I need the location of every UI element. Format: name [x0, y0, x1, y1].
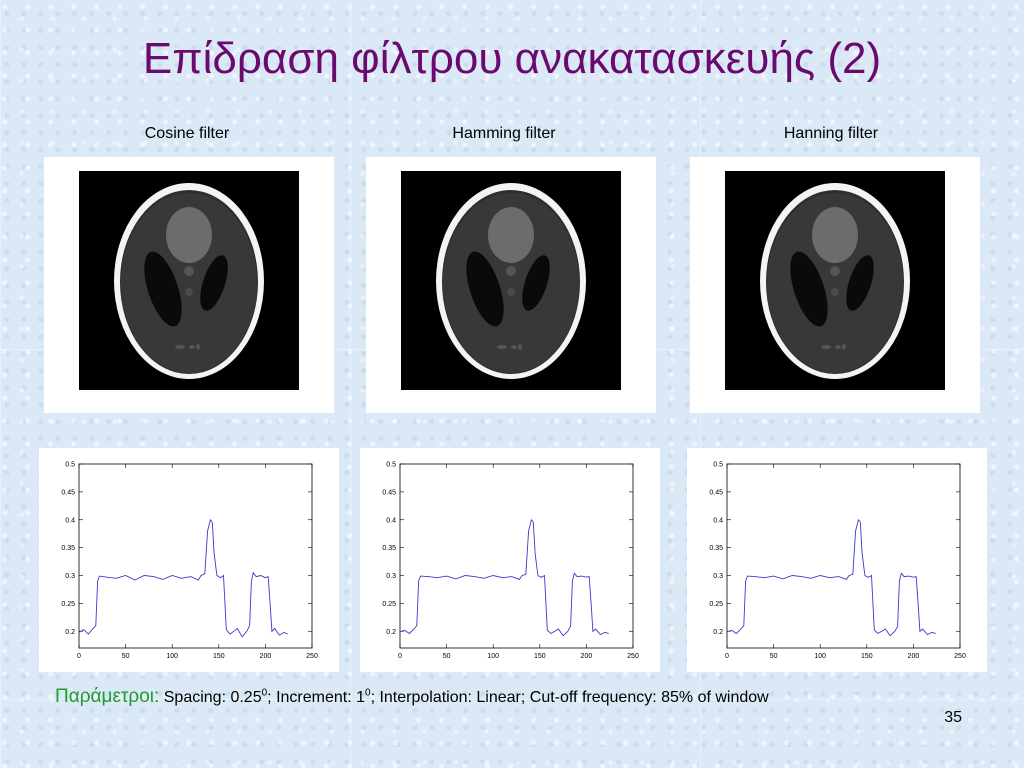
y-tick-label: 0.2: [65, 629, 75, 636]
parameter-increment-unit: 0: [365, 687, 371, 699]
y-tick-label: 0.5: [65, 462, 75, 469]
y-tick-label: 0.35: [61, 545, 75, 552]
x-tick-label: 50: [770, 653, 778, 660]
y-tick-label: 0.5: [386, 462, 396, 469]
parameter-spacing: Spacing: 0.25: [163, 689, 262, 706]
profile-plot-panel-hamming: 0.2 0.25 0.3 0.35 0.4 0.45 0.5 0 50 100 150 200 250: [360, 448, 660, 672]
y-tick-label: 0.25: [61, 601, 75, 608]
y-tick-label: 0.35: [709, 545, 723, 552]
x-tick-label: 250: [627, 653, 639, 660]
parameters-line: Παράμετροι: Spacing: 0.250; Increment: 1…: [55, 686, 769, 708]
plot-frame: [726, 463, 961, 649]
profile-plot-hamming: 0.2 0.25 0.3 0.35 0.4 0.45 0.5 0 50 100 150 200 250: [382, 462, 639, 661]
parameter-rest: ; Interpolation: Linear; Cut-off frequen…: [370, 689, 769, 706]
parameter-increment: ; Increment: 1: [267, 689, 365, 706]
y-tick-label: 0.45: [61, 489, 75, 496]
y-tick-label: 0.45: [382, 489, 396, 496]
x-tick-label: 200: [908, 653, 920, 660]
y-tick-label: 0.25: [382, 601, 396, 608]
profile-plot-cosine: 0.2 0.25 0.3 0.35 0.4 0.45 0.5 0 50 100 150 200 250: [61, 462, 318, 661]
x-tick-label: 0: [77, 653, 81, 660]
phantom-reconstruction-hanning: [725, 171, 945, 390]
phantom-reconstruction-cosine: [79, 171, 299, 390]
x-tick-label: 0: [725, 653, 729, 660]
y-tick-label: 0.3: [65, 573, 75, 580]
phantom-image-cosine: [44, 157, 334, 413]
y-tick-label: 0.2: [386, 629, 396, 636]
phantom-reconstruction-hamming: [401, 171, 621, 390]
profile-line: [399, 518, 609, 637]
slide-number: 35: [944, 709, 962, 726]
x-tick-label: 100: [487, 653, 499, 660]
y-tick-label: 0.2: [713, 629, 723, 636]
x-tick-label: 250: [306, 653, 318, 660]
x-tick-label: 200: [260, 653, 272, 660]
profile-plot-panel-hanning: 0.2 0.25 0.3 0.35 0.4 0.45 0.5 0 50 100 150 200 250: [687, 448, 987, 672]
x-tick-label: 150: [534, 653, 546, 660]
column-label-hamming: Hamming filter: [452, 125, 556, 142]
y-tick-label: 0.3: [386, 573, 396, 580]
x-tick-label: 200: [581, 653, 593, 660]
phantom-image-hanning: [690, 157, 980, 413]
x-tick-label: 150: [861, 653, 873, 660]
y-tick-label: 0.4: [713, 517, 723, 524]
phantom-image-hamming: [366, 157, 656, 413]
column-label-hanning: Hanning filter: [783, 125, 879, 142]
slide-title: Επίδραση φίλτρου ανακατασκευής (2): [142, 34, 882, 83]
plot-frame: [78, 463, 313, 649]
y-tick-label: 0.5: [713, 462, 723, 469]
y-tick-label: 0.4: [386, 517, 396, 524]
plot-frame: [399, 463, 634, 649]
profile-line: [78, 518, 288, 638]
x-tick-label: 0: [398, 653, 402, 660]
y-tick-label: 0.3: [713, 573, 723, 580]
x-tick-label: 100: [814, 653, 826, 660]
column-label-cosine: Cosine filter: [144, 125, 230, 142]
x-tick-label: 150: [213, 653, 225, 660]
profile-line: [726, 518, 936, 637]
profile-plot-hanning: 0.2 0.25 0.3 0.35 0.4 0.45 0.5 0 50 100 150 200 250: [709, 462, 966, 661]
parameter-spacing-unit: 0: [261, 687, 268, 699]
x-tick-label: 100: [166, 653, 178, 660]
y-tick-label: 0.45: [709, 489, 723, 496]
x-tick-label: 50: [443, 653, 451, 660]
x-tick-label: 50: [122, 653, 130, 660]
y-tick-label: 0.35: [382, 545, 396, 552]
x-tick-label: 250: [954, 653, 966, 660]
parameters-label: Παράμετροι:: [55, 686, 160, 707]
profile-plot-panel-cosine: 0.2 0.25 0.3 0.35 0.4 0.45 0.5 0 50 100 150 200 250: [39, 448, 339, 672]
y-tick-label: 0.25: [709, 601, 723, 608]
y-tick-label: 0.4: [65, 517, 75, 524]
